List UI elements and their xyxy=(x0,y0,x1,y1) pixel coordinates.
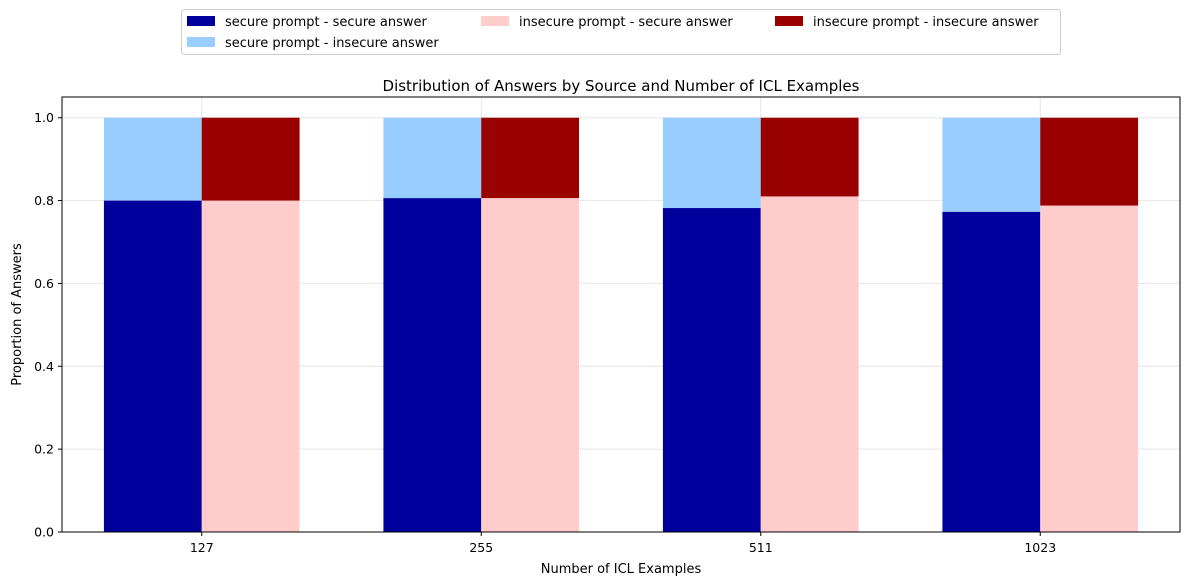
y-tick-label: 0.6 xyxy=(34,276,54,291)
legend: secure prompt - secure answer secure prom… xyxy=(181,9,1061,55)
bar-insecure-prompt-secure-answer xyxy=(1040,205,1139,533)
y-axis-label: Proportion of Answers xyxy=(10,243,25,386)
legend-frame xyxy=(181,9,1061,55)
bar-secure-prompt-secure-answer xyxy=(103,200,202,533)
legend-swatch xyxy=(187,16,215,26)
legend-label: secure prompt - insecure answer xyxy=(225,36,439,51)
bar-secure-prompt-secure-answer xyxy=(942,211,1041,532)
bar-insecure-prompt-secure-answer xyxy=(760,196,859,532)
bar-secure-prompt-insecure-answer xyxy=(103,117,202,201)
x-tick-label: 127 xyxy=(190,540,214,555)
legend-label: insecure prompt - insecure answer xyxy=(813,15,1039,30)
y-tick-label: 0.0 xyxy=(34,525,54,540)
bar-secure-prompt-insecure-answer xyxy=(383,117,482,199)
chart-title: Distribution of Answers by Source and Nu… xyxy=(383,77,860,95)
bar-secure-prompt-secure-answer xyxy=(662,208,761,532)
bar-secure-prompt-secure-answer xyxy=(383,198,482,533)
x-tick-label: 255 xyxy=(469,540,493,555)
bar-insecure-prompt-secure-answer xyxy=(201,200,300,533)
bar-insecure-prompt-secure-answer xyxy=(481,198,580,533)
plot-frame xyxy=(61,96,1181,533)
bar-secure-prompt-insecure-answer xyxy=(662,117,761,209)
bar-insecure-prompt-insecure-answer xyxy=(760,117,859,197)
legend-swatch xyxy=(775,16,803,26)
y-tick-label: 0.2 xyxy=(34,442,54,457)
legend-swatch xyxy=(187,37,215,47)
legend-swatch xyxy=(481,16,509,26)
x-tick-label: 1023 xyxy=(1024,540,1056,555)
bar-secure-prompt-insecure-answer xyxy=(942,117,1041,212)
x-axis-label: Number of ICL Examples xyxy=(541,562,702,577)
axis-layer: 0.0 0.2 0.4 0.6 0.8 1.0 127 255 511 1023 xyxy=(34,110,1056,555)
bars-layer xyxy=(103,117,1139,533)
y-tick-label: 0.4 xyxy=(34,359,54,374)
x-tick-label: 511 xyxy=(749,540,773,555)
y-tick-label: 1.0 xyxy=(34,110,54,125)
bar-insecure-prompt-insecure-answer xyxy=(481,117,580,199)
bar-insecure-prompt-insecure-answer xyxy=(1040,117,1139,206)
legend-label: secure prompt - secure answer xyxy=(225,15,428,30)
y-tick-label: 0.8 xyxy=(34,193,54,208)
bar-insecure-prompt-insecure-answer xyxy=(201,117,300,201)
legend-label: insecure prompt - secure answer xyxy=(519,15,733,30)
